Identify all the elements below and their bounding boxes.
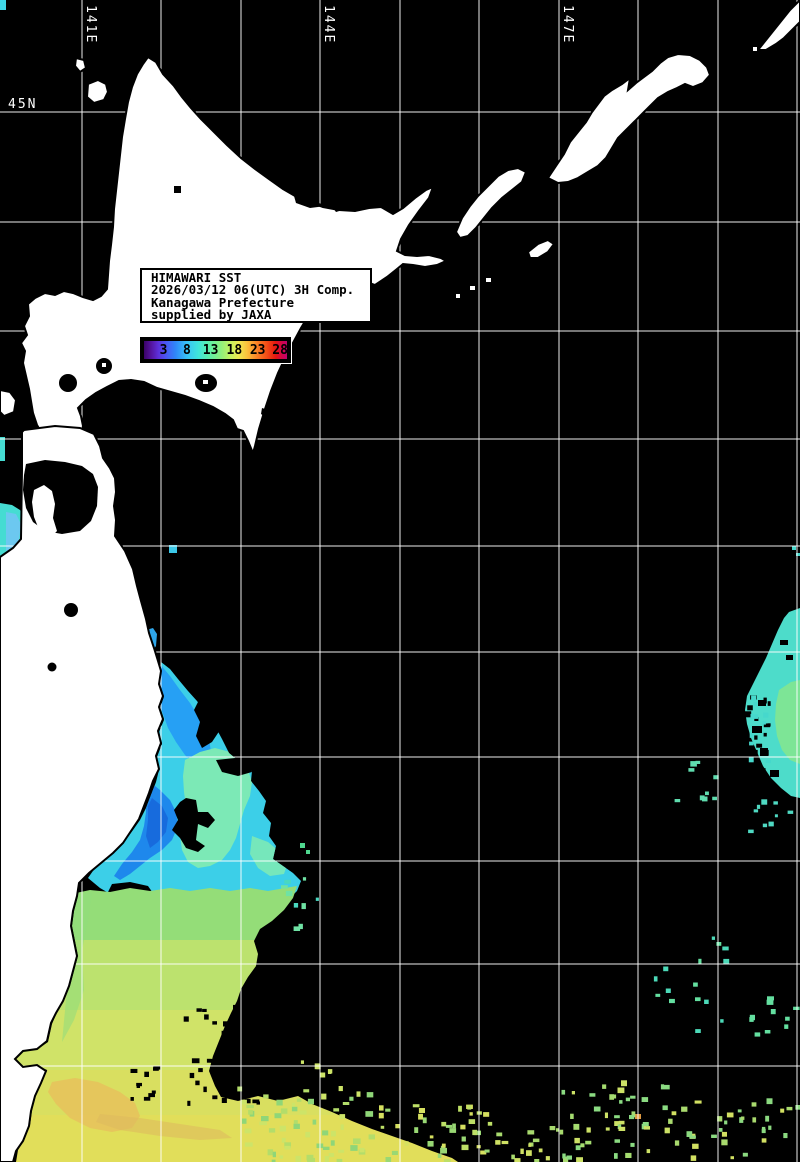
colorbar-tick: 18 xyxy=(226,343,243,358)
island-okushiri xyxy=(0,388,18,418)
islands-northwest xyxy=(0,56,110,418)
longitude-label: 141E xyxy=(83,5,98,44)
islands-kuril-chain xyxy=(342,0,800,298)
colorbar-tick: 8 xyxy=(182,343,191,358)
info-box: HIMAWARI SST 2026/03/12 06(UTC) 3H Comp.… xyxy=(140,268,372,323)
island-rishiri xyxy=(85,78,110,105)
colorbar-tick: 28 xyxy=(272,343,288,358)
sst-speckle-clusters xyxy=(130,695,800,1162)
island-kunashiri xyxy=(454,166,528,240)
island-iturup xyxy=(546,52,712,185)
info-line-prefecture: Kanagawa Prefecture xyxy=(151,294,294,310)
latitude-label: 45N xyxy=(8,97,37,112)
island-shikotan xyxy=(526,238,556,259)
sst-field-east-patch xyxy=(745,608,800,798)
island-rebun xyxy=(73,56,88,74)
longitude-label: 144E xyxy=(321,5,336,44)
island-urup xyxy=(755,0,800,51)
info-line-datetime: 2026/03/12 06(UTC) 3H Comp. xyxy=(151,282,355,298)
landmass-honshu-tohoku xyxy=(0,424,165,1162)
longitude-label: 147E xyxy=(560,5,575,44)
colorbar-tick: 13 xyxy=(202,343,219,358)
graticule-labels: 141E 144E 147E 45N xyxy=(8,5,575,112)
info-line-product: HIMAWARI SST xyxy=(151,270,242,285)
info-line-supplier: supplied by JAXA xyxy=(151,307,272,323)
colorbar-tick: 23 xyxy=(249,343,266,358)
sst-colorbar-gradient: 3 8 13 18 23 28 xyxy=(144,341,288,359)
sst-colorbar: 3 8 13 18 23 28 xyxy=(139,336,292,364)
landmass-hokkaido xyxy=(19,55,449,457)
colorbar-tick: 3 xyxy=(159,343,168,358)
